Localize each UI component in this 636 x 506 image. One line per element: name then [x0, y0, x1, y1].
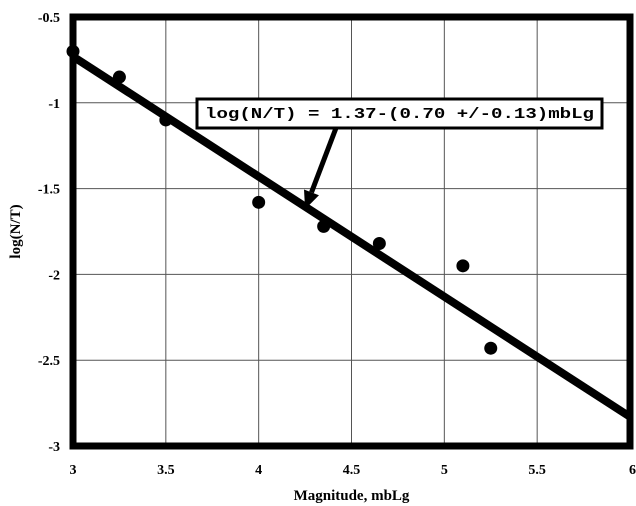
y-axis-label: log(N/T)	[8, 204, 24, 258]
data-point	[112, 70, 126, 84]
data-point	[456, 259, 470, 273]
x-tick-label: 3	[70, 463, 77, 478]
data-point	[159, 113, 173, 127]
x-tick-label: 6	[629, 463, 636, 478]
plot-frame	[69, 13, 634, 450]
x-tick-label: 5	[441, 463, 448, 478]
data-point	[484, 341, 498, 355]
y-tick-label: -2	[48, 268, 60, 283]
equation-box	[195, 97, 604, 130]
y-tick-label: -3	[48, 440, 60, 455]
x-tick-labels: 3 3.5 4 4.5 5 5.5 6	[70, 463, 636, 478]
y-tick-label: -1	[48, 97, 60, 112]
x-axis-label: Magnitude, mbLg	[294, 488, 410, 504]
data-points	[66, 44, 498, 355]
x-tick-label: 4.5	[343, 463, 361, 478]
y-tick-label: -0.5	[38, 11, 60, 26]
arrow-head	[304, 189, 319, 210]
equation-arrow	[309, 127, 339, 194]
equation-annotation: log(N/T) = 1.37-(0.70 +/-0.13)mbLg	[195, 97, 604, 210]
y-tick-labels: -0.5 -1 -1.5 -2 -2.5 -3	[38, 11, 60, 455]
x-tick-label: 3.5	[157, 463, 175, 478]
x-tick-label: 5.5	[528, 463, 546, 478]
data-point	[317, 219, 331, 233]
y-tick-label: -2.5	[38, 354, 60, 369]
equation-text: log(N/T) = 1.37-(0.70 +/-0.13)mbLg	[205, 107, 594, 123]
y-tick-label: -1.5	[38, 183, 60, 198]
data-point	[372, 237, 386, 251]
data-point	[252, 195, 266, 209]
x-tick-label: 4	[255, 463, 262, 478]
